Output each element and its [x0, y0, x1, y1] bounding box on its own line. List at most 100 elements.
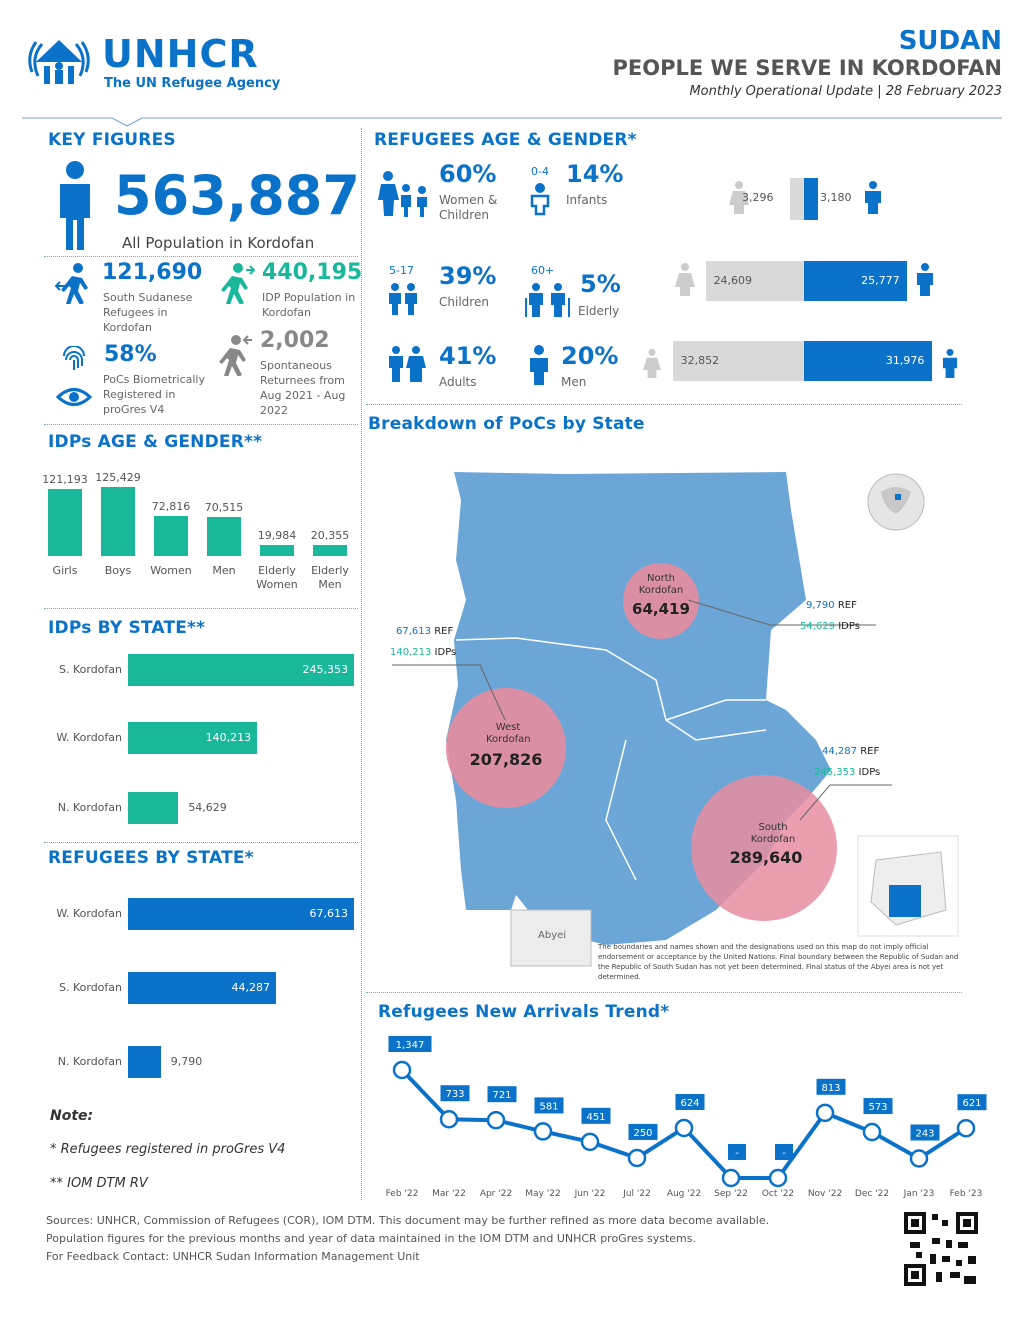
idp-state-bar [128, 792, 179, 824]
trend-category-label: Dec '22 [855, 1189, 889, 1199]
children-icon [389, 283, 417, 315]
trend-category-label: Oct '22 [762, 1189, 794, 1199]
adults-icon [389, 346, 426, 382]
idp-age-bar-value: 19,984 [257, 528, 297, 542]
trend-value-label: 733 [445, 1089, 464, 1100]
trend-category-label: Jan '23 [903, 1189, 935, 1199]
trend-value-label: 621 [962, 1098, 981, 1109]
north-kordofan-circle [623, 563, 699, 639]
idp-state-category: W. Kordofan [56, 731, 122, 744]
biometric-value: 58% [104, 342, 157, 367]
page-subtitle: Monthly Operational Update | 28 February… [689, 84, 1002, 99]
footer-line2: Population figures for the previous mont… [46, 1232, 696, 1245]
pyramid-male-value: 25,777 [861, 274, 900, 287]
idp-age-category: Men [212, 564, 236, 577]
abyei-area [510, 909, 592, 967]
page-title: PEOPLE WE SERVE IN KORDOFAN [612, 56, 1002, 80]
idp-age-bar [101, 486, 135, 556]
trend-value-label: 581 [539, 1101, 558, 1112]
trend-value-label: 813 [821, 1083, 840, 1094]
infants-pct: 14% [566, 160, 624, 188]
idp-state-value: 54,629 [188, 801, 227, 814]
south-idp: 245,353 IDPs [814, 767, 881, 778]
north-kordofan-total: 64,419 [632, 600, 690, 618]
refugee-walking-icon [54, 263, 88, 304]
trend-value-label: 624 [680, 1098, 699, 1109]
person-icon [60, 161, 90, 250]
header-divider [22, 117, 1002, 127]
idp-age-bar-value: 20,355 [310, 528, 350, 542]
ref-state-category: N. Kordofan [57, 1055, 122, 1068]
refugees-by-state-chart: W. Kordofan 67,613 S. Kordofan 44,287 N. Kor… [40, 890, 360, 1090]
idp-age-bar-value: 125,429 [95, 470, 141, 484]
idp-age-category: Elderly Women [256, 564, 298, 591]
pyramid-male-bar [804, 341, 932, 381]
idp-age-category: Elderly Men [311, 564, 349, 591]
children-pct: 39% [439, 262, 497, 290]
trend-value-box [816, 1078, 846, 1095]
refugees-age-gender-heading: REFUGEES AGE & GENDER* [374, 130, 637, 150]
south-ref: 44,287 REF [822, 746, 880, 757]
divider [44, 256, 358, 257]
trend-category-label: May '22 [525, 1189, 560, 1199]
trend-value-box [957, 1094, 987, 1111]
male-icon [917, 263, 933, 296]
trend-value-box [775, 1144, 793, 1160]
ref-state-value: 9,790 [170, 1055, 203, 1068]
idp-age-category: Women [150, 564, 192, 577]
trend-value-box [675, 1093, 705, 1110]
divider [366, 992, 962, 993]
female-icon [729, 181, 749, 214]
male-icon [942, 348, 958, 378]
trend-value-label: 451 [586, 1112, 605, 1123]
pyramid-male-bar [804, 178, 818, 220]
trend-point [580, 1132, 600, 1152]
divider [366, 404, 962, 405]
idps-by-state-chart: S. Kordofan 245,353 W. Kordofan 140,213 N. K… [40, 648, 360, 838]
idp-age-bar-value: 70,515 [204, 500, 244, 514]
north-ref: 9,790 REF [806, 600, 857, 611]
idps-value: 440,195 [262, 260, 363, 285]
trend-value-label: 721 [492, 1090, 511, 1101]
idp-walking-icon [221, 263, 256, 304]
map-heading: Breakdown of PoCs by State [368, 414, 645, 434]
trend-category-label: Aug '22 [667, 1189, 701, 1199]
spontaneous-label: Spontaneous Returnees from Aug 2021 - Au… [260, 359, 346, 417]
key-figures-heading: KEY FIGURES [48, 130, 176, 150]
idp-age-bar-value: 72,816 [151, 499, 191, 513]
idp-state-category: S. Kordofan [59, 663, 122, 676]
trend-point [815, 1103, 835, 1123]
idp-state-bar [128, 722, 258, 754]
trend-value-box [487, 1086, 517, 1103]
footer-sources: Sources: UNHCR, Commission of Refugees (… [46, 1214, 770, 1227]
west-idp: 140,213 IDPs [390, 647, 457, 658]
trend-heading: Refugees New Arrivals Trend* [378, 1002, 670, 1022]
trend-value-box [388, 1036, 432, 1052]
trend-value-box [863, 1098, 893, 1115]
qr-code-icon[interactable] [902, 1210, 980, 1288]
trend-value-label: 1,347 [396, 1040, 425, 1051]
footer-contact: For Feedback Contact: UNHCR Sudan Inform… [46, 1250, 420, 1263]
idp-state-value: 140,213 [205, 731, 252, 744]
total-population: 563,887 [114, 164, 360, 227]
trend-value-label: - [782, 1148, 786, 1159]
abyei-label: Abyei [538, 930, 566, 941]
idp-age-bar [48, 488, 82, 556]
trend-value-box [910, 1124, 940, 1141]
ref-state-bar [128, 972, 277, 1004]
idps-age-gender-heading: IDPs AGE & GENDER** [48, 432, 263, 452]
trend-category-label: Jul '22 [622, 1189, 651, 1199]
biometric-label: PoCs Biometrically Registered in proGres… [103, 373, 205, 416]
elderly-icon [525, 283, 570, 317]
men-label: Men [561, 375, 587, 389]
trend-value-label: 573 [868, 1102, 887, 1113]
unhcr-logo: UNHCR The UN Refugee Agency [22, 32, 282, 97]
pyramid-male-value: 31,976 [885, 354, 925, 367]
women-children-pct: 60% [439, 160, 497, 188]
note-title: Note: [50, 1108, 94, 1124]
infants-label: Infants [566, 193, 608, 207]
trend-value-label: 250 [633, 1128, 652, 1139]
idp-state-value: 245,353 [302, 663, 349, 676]
pyramid-female-bar [705, 261, 804, 301]
trend-point [956, 1118, 976, 1138]
